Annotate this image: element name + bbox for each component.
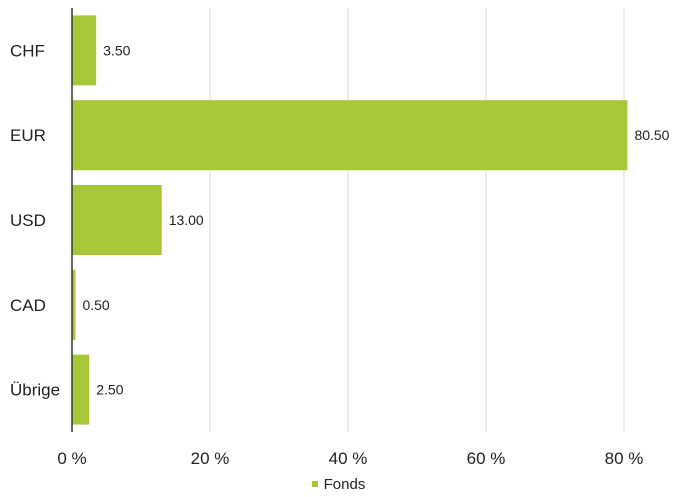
legend: Fonds: [0, 476, 677, 493]
x-tick-label: 20 %: [191, 449, 230, 468]
bar: [72, 354, 90, 425]
data-label: 0.50: [82, 297, 109, 313]
data-label: 2.50: [96, 382, 123, 398]
bar: [72, 15, 97, 86]
category-label: USD: [10, 211, 46, 230]
data-label: 13.00: [169, 212, 204, 228]
data-label: 3.50: [103, 42, 130, 58]
x-tick-label: 0 %: [57, 449, 86, 468]
bar: [72, 100, 628, 171]
bar: [72, 269, 76, 340]
x-tick-label: 60 %: [467, 449, 506, 468]
category-label: EUR: [10, 126, 46, 145]
category-label: Übrige: [10, 381, 60, 400]
data-label: 80.50: [634, 127, 669, 143]
x-tick-label: 80 %: [605, 449, 644, 468]
bar-chart: 0 % 20 % 40 % 60 % 80 % CHF 3.50 EUR 80.50 USD 13.…: [10, 8, 670, 468]
legend-swatch: [311, 481, 318, 488]
category-label: CHF: [10, 41, 45, 60]
legend-label: Fonds: [323, 476, 366, 493]
bar: [72, 185, 162, 255]
x-tick-label: 40 %: [329, 449, 368, 468]
category-label: CAD: [10, 296, 46, 315]
